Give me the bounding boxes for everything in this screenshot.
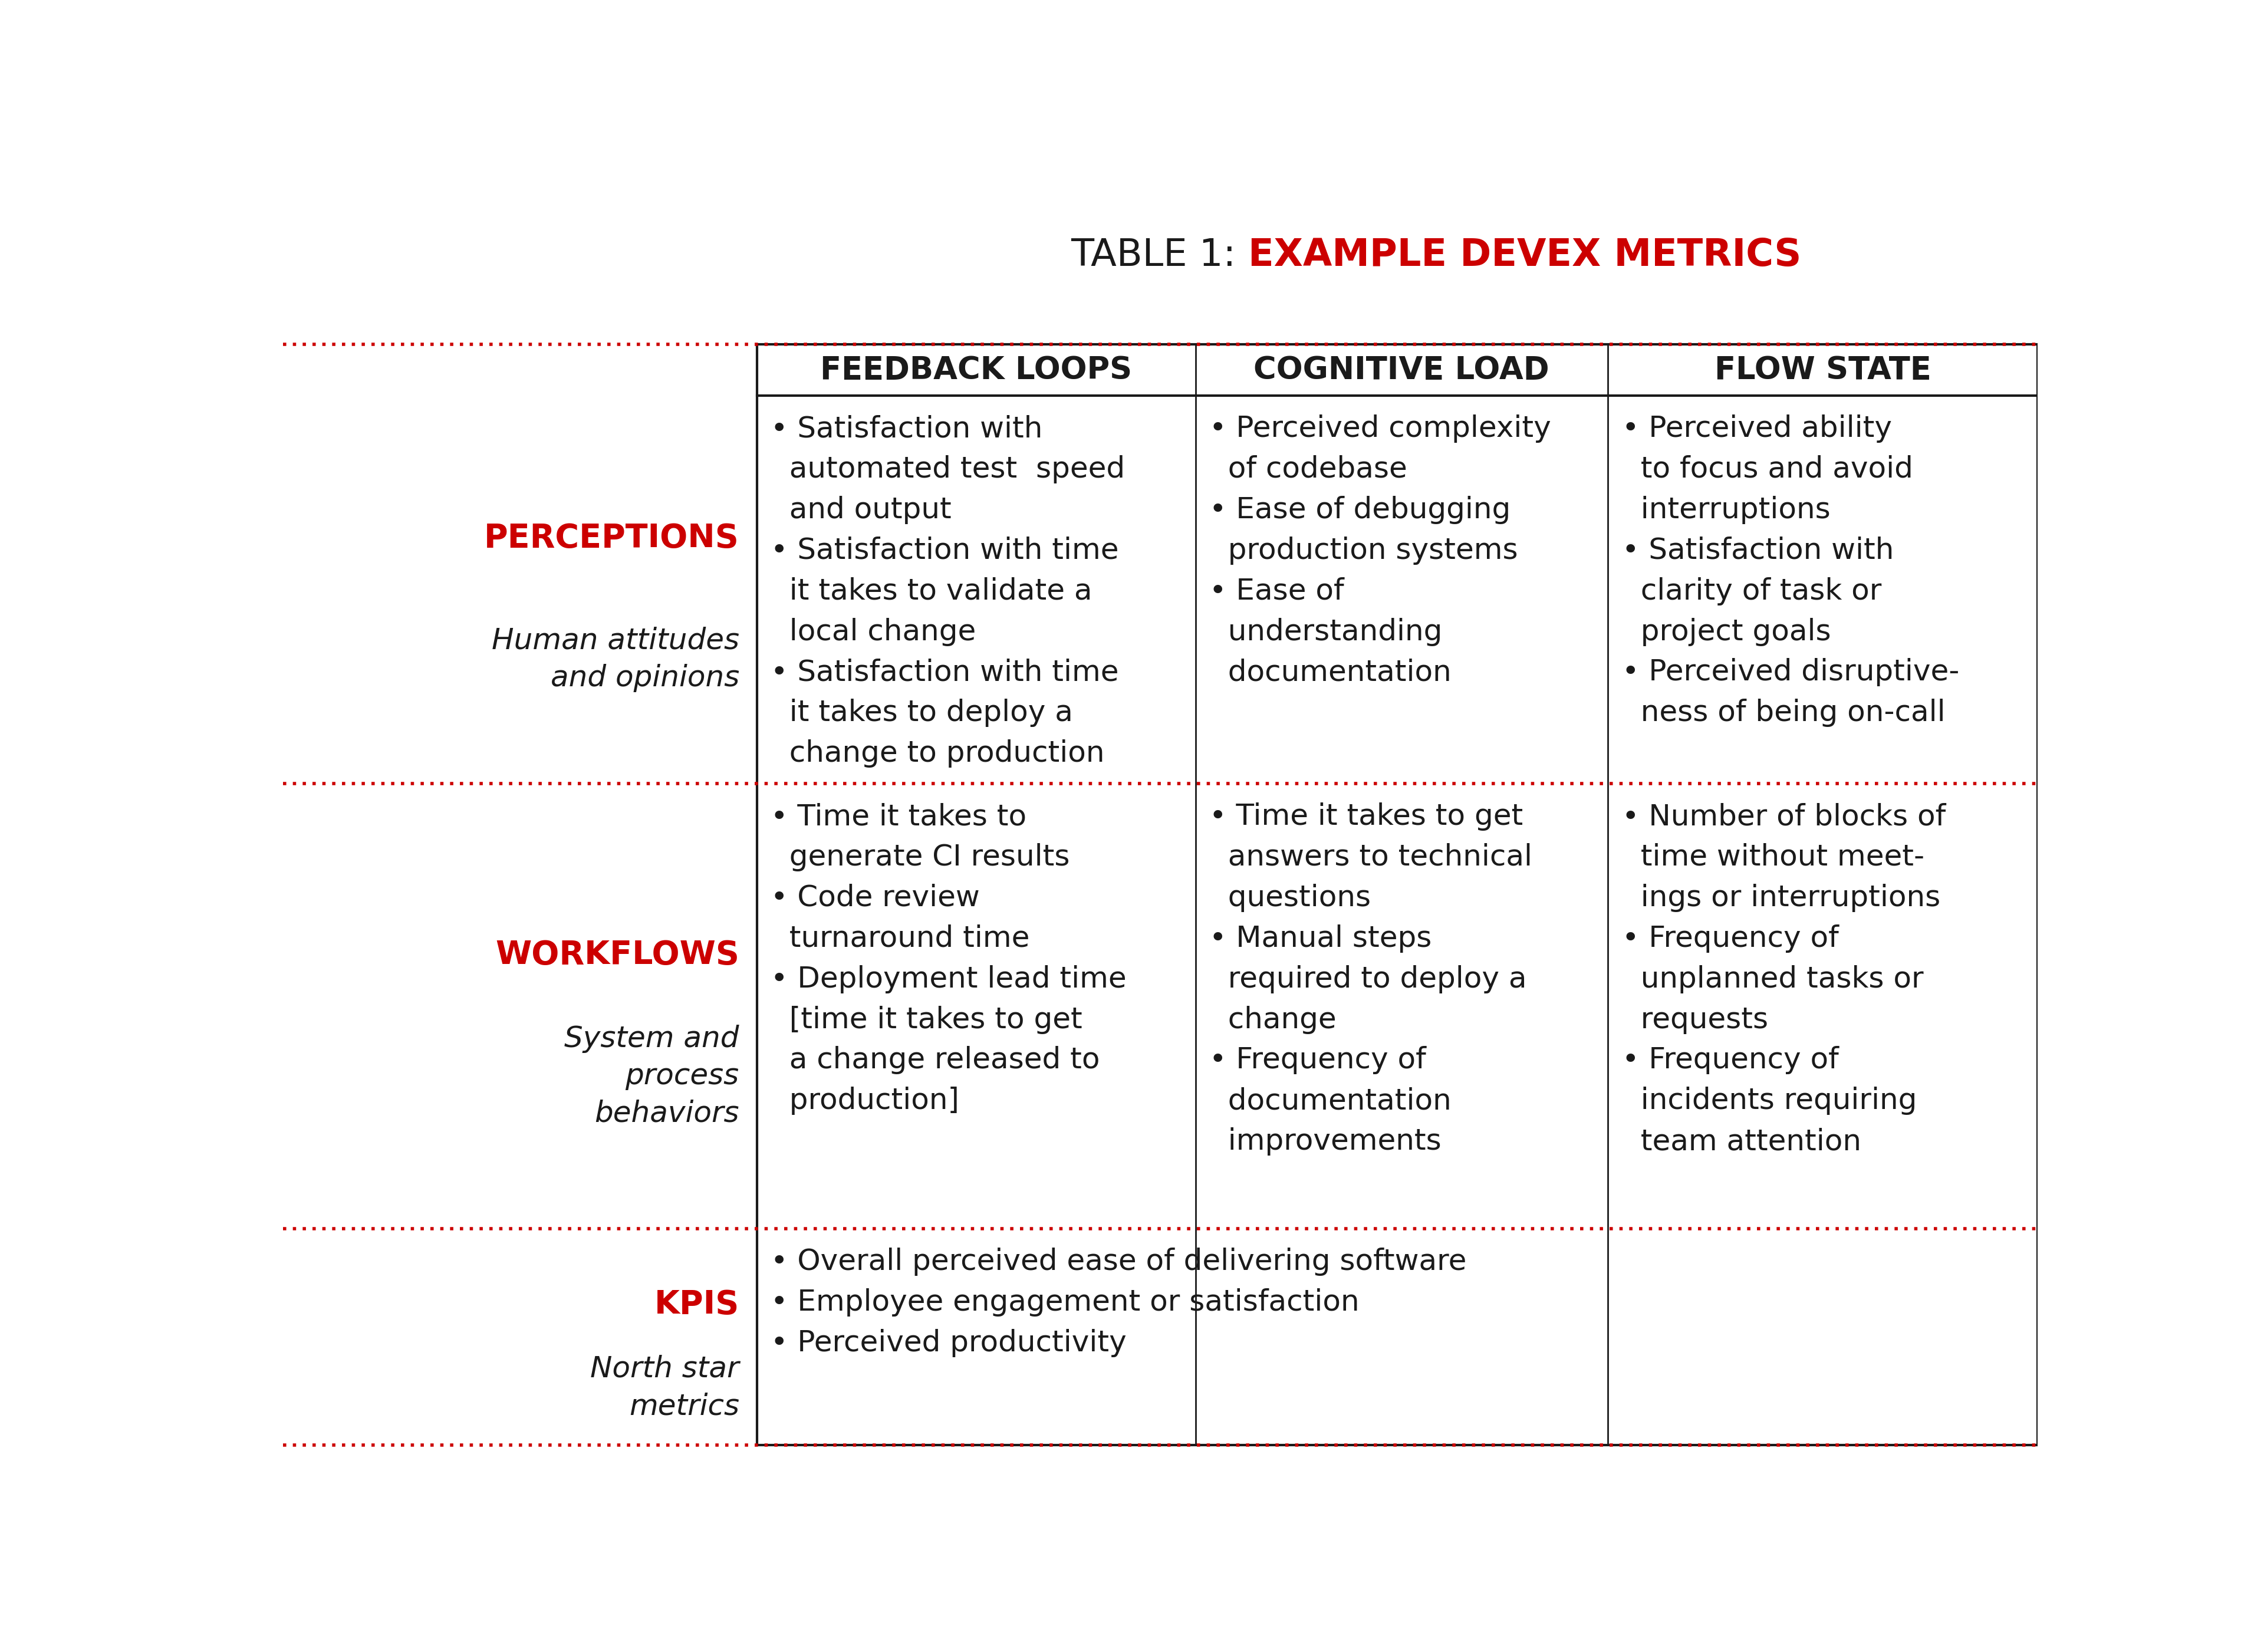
Text: TABLE 1:: TABLE 1: bbox=[1071, 238, 1247, 274]
Text: KPIS: KPIS bbox=[654, 1289, 738, 1322]
Text: • Time it takes to get
  answers to technical
  questions
• Manual steps
  requi: • Time it takes to get answers to techni… bbox=[1209, 803, 1533, 1156]
Text: • Perceived ability
  to focus and avoid
  interruptions
• Satisfaction with
  c: • Perceived ability to focus and avoid i… bbox=[1621, 415, 1958, 727]
Text: FEEDBACK LOOPS: FEEDBACK LOOPS bbox=[820, 355, 1132, 385]
Text: EXAMPLE DEVEX METRICS: EXAMPLE DEVEX METRICS bbox=[1247, 238, 1802, 274]
Bar bbox=[756, 345, 2038, 1446]
Text: FLOW STATE: FLOW STATE bbox=[1714, 355, 1931, 385]
Text: Human attitudes
and opinions: Human attitudes and opinions bbox=[491, 626, 738, 692]
Text: PERCEPTIONS: PERCEPTIONS bbox=[484, 522, 738, 555]
Text: • Overall perceived ease of delivering software
• Employee engagement or satisfa: • Overall perceived ease of delivering s… bbox=[770, 1247, 1467, 1358]
Text: • Number of blocks of
  time without meet-
  ings or interruptions
• Frequency o: • Number of blocks of time without meet-… bbox=[1621, 803, 1945, 1156]
Text: System and
process
behaviors: System and process behaviors bbox=[564, 1024, 738, 1127]
Text: • Perceived complexity
  of codebase
• Ease of debugging
  production systems
• : • Perceived complexity of codebase • Eas… bbox=[1209, 415, 1551, 687]
Text: WORKFLOWS: WORKFLOWS bbox=[496, 940, 738, 971]
Text: North star
metrics: North star metrics bbox=[591, 1355, 738, 1421]
Text: COGNITIVE LOAD: COGNITIVE LOAD bbox=[1254, 355, 1549, 385]
Text: • Time it takes to
  generate CI results
• Code review
  turnaround time
• Deplo: • Time it takes to generate CI results •… bbox=[770, 803, 1127, 1115]
Text: • Satisfaction with
  automated test  speed
  and output
• Satisfaction with tim: • Satisfaction with automated test speed… bbox=[770, 415, 1125, 768]
